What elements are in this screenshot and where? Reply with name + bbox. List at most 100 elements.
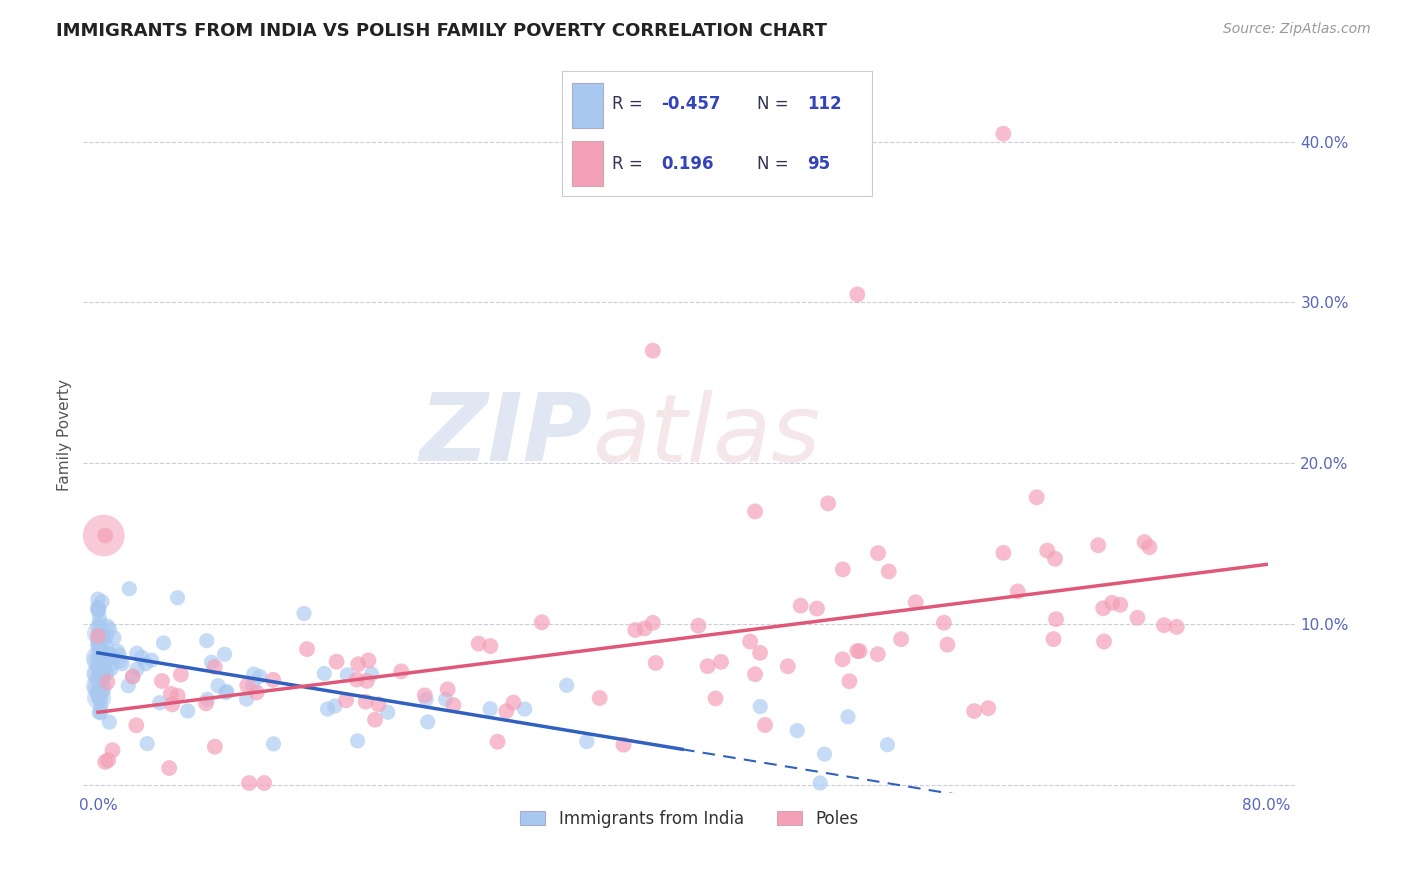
Point <box>125 718 148 732</box>
Point <box>89 634 111 648</box>
Point <box>204 739 226 754</box>
Point <box>866 546 889 560</box>
Point <box>993 127 1015 141</box>
Point <box>513 702 536 716</box>
Point <box>316 702 339 716</box>
Text: IMMIGRANTS FROM INDIA VS POLISH FAMILY POVERTY CORRELATION CHART: IMMIGRANTS FROM INDIA VS POLISH FAMILY P… <box>56 22 827 40</box>
Point <box>87 629 110 643</box>
Point <box>87 600 110 615</box>
Point <box>200 655 222 669</box>
Point <box>100 650 122 665</box>
Point <box>1109 598 1132 612</box>
Point <box>932 615 955 630</box>
Point <box>108 654 131 668</box>
Point <box>111 657 134 671</box>
Point <box>152 636 174 650</box>
Point <box>612 738 634 752</box>
Point <box>87 688 110 702</box>
Point <box>87 679 110 693</box>
Point <box>644 656 666 670</box>
Point <box>624 623 647 637</box>
Point <box>98 622 121 636</box>
Point <box>749 646 772 660</box>
Point <box>292 607 315 621</box>
Point <box>87 651 110 665</box>
Point <box>89 640 111 654</box>
Point <box>96 675 118 690</box>
Text: N =: N = <box>758 155 794 173</box>
Point <box>704 691 727 706</box>
Point <box>848 644 870 658</box>
Point <box>744 667 766 681</box>
Point <box>696 659 718 673</box>
Point <box>502 696 524 710</box>
Point <box>367 698 389 712</box>
Point <box>831 652 853 666</box>
Point <box>90 699 112 714</box>
Point <box>89 616 111 631</box>
Point <box>936 638 959 652</box>
Point <box>846 644 869 658</box>
Point <box>162 698 184 712</box>
Point <box>89 681 111 695</box>
Point <box>127 662 149 676</box>
Point <box>87 671 110 685</box>
FancyBboxPatch shape <box>572 83 603 128</box>
Point <box>467 637 489 651</box>
Point <box>166 591 188 605</box>
Point <box>89 611 111 625</box>
Point <box>866 647 889 661</box>
Point <box>817 496 839 510</box>
Point <box>831 562 853 576</box>
Point <box>243 667 266 681</box>
Text: 0.196: 0.196 <box>661 155 714 173</box>
Point <box>121 669 143 683</box>
Point <box>98 715 121 730</box>
Y-axis label: Family Poverty: Family Poverty <box>58 379 72 491</box>
Point <box>1153 618 1175 632</box>
Text: R =: R = <box>612 155 648 173</box>
Point <box>236 679 259 693</box>
Point <box>87 690 110 704</box>
Point <box>789 599 811 613</box>
Point <box>877 565 900 579</box>
Point <box>776 659 799 673</box>
Point <box>364 713 387 727</box>
Point <box>87 635 110 649</box>
Point <box>786 723 808 738</box>
Point <box>633 622 655 636</box>
Point <box>135 657 157 671</box>
Point <box>94 638 117 652</box>
Point <box>204 660 226 674</box>
Point <box>87 639 110 653</box>
Point <box>360 667 382 681</box>
Point <box>710 655 733 669</box>
Point <box>87 600 110 615</box>
Point <box>108 648 131 662</box>
Point <box>107 644 129 658</box>
Point <box>813 747 835 761</box>
Point <box>90 640 112 655</box>
Point <box>94 528 117 542</box>
Point <box>993 546 1015 560</box>
Point <box>413 688 436 702</box>
Point <box>1126 611 1149 625</box>
Point <box>87 662 110 676</box>
Point <box>90 692 112 706</box>
Point <box>170 667 193 681</box>
Point <box>87 685 110 699</box>
Point <box>808 776 831 790</box>
Point <box>744 504 766 518</box>
Point <box>89 632 111 647</box>
Point <box>688 618 710 632</box>
Point <box>97 647 120 661</box>
Point <box>97 753 120 767</box>
Point <box>118 582 141 596</box>
Point <box>356 673 378 688</box>
Point <box>846 287 869 301</box>
Point <box>555 678 578 692</box>
Point <box>335 693 357 707</box>
Point <box>479 639 502 653</box>
Point <box>87 661 110 675</box>
Point <box>136 737 159 751</box>
